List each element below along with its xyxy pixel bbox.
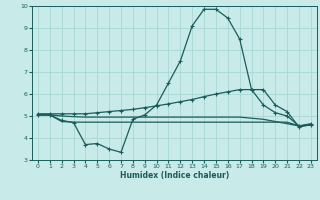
X-axis label: Humidex (Indice chaleur): Humidex (Indice chaleur)	[120, 171, 229, 180]
